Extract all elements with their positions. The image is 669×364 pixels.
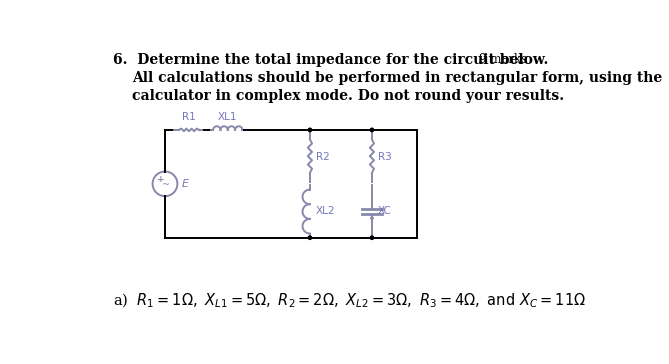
Text: E: E	[182, 179, 189, 189]
Text: ~: ~	[163, 179, 171, 190]
Circle shape	[370, 128, 373, 132]
Text: R3: R3	[378, 152, 392, 162]
Text: XL2: XL2	[316, 206, 336, 216]
Text: R2: R2	[316, 152, 330, 162]
Circle shape	[370, 236, 373, 240]
Text: 6.  Determine the total impedance for the circuit below.: 6. Determine the total impedance for the…	[113, 53, 549, 67]
Text: R1: R1	[182, 112, 196, 122]
Text: XL1: XL1	[218, 112, 237, 122]
Text: 9 marks: 9 marks	[479, 53, 527, 66]
Text: +: +	[157, 175, 165, 184]
Text: All calculations should be performed in rectangular form, using the: All calculations should be performed in …	[132, 71, 663, 86]
Circle shape	[308, 236, 312, 240]
Text: a)  $R_1 = 1\Omega,\ X_{L1} = 5\Omega,\ R_2 = 2\Omega,\ X_{L2} = 3\Omega,\ R_3 =: a) $R_1 = 1\Omega,\ X_{L1} = 5\Omega,\ R…	[113, 292, 586, 310]
Circle shape	[308, 128, 312, 132]
Text: calculator in complex mode. Do not round your results.: calculator in complex mode. Do not round…	[132, 89, 565, 103]
Text: XC: XC	[378, 206, 392, 216]
